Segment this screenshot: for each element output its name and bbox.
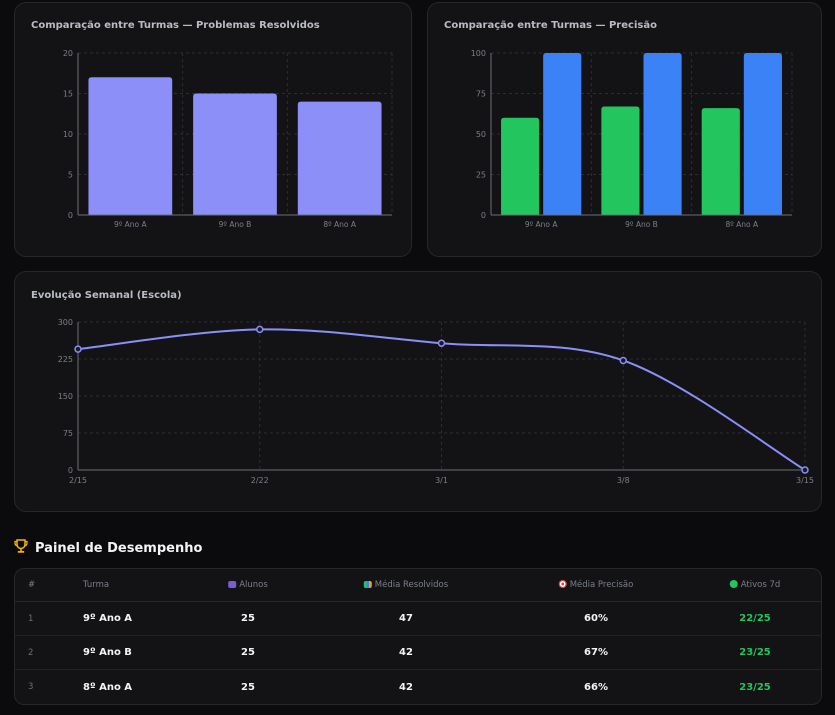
y-tick-label: 75: [476, 90, 486, 99]
evolucao-chart-title: Evolução Semanal (Escola): [31, 290, 182, 301]
evolucao-chart-card: Evolução Semanal (Escola) 0 75 150 225 300 2/…: [14, 271, 822, 512]
x-tick-label: 2/15: [69, 476, 87, 485]
x-tick-label: 9º Ano B: [625, 220, 658, 229]
y-tick-label: 10: [63, 130, 73, 139]
x-tick-label: 8º Ano A: [323, 220, 357, 229]
row-turma: 9º Ano A: [83, 613, 133, 624]
evolucao-line-chart: 0 75 150 225 300 2/15 2/22 3/1 3/8 3/15: [58, 318, 814, 485]
bar: [501, 117, 540, 215]
y-tick-label: 225: [58, 355, 73, 364]
row-precisao: 67%: [584, 647, 608, 658]
precisao-chart-card: Comparação entre Turmas — Precisão 0 25 50…: [427, 2, 822, 257]
y-tick-label: 300: [58, 318, 73, 327]
bar: [193, 93, 277, 215]
y-tick-label: 20: [63, 49, 73, 58]
row-resolvidos: 42: [399, 647, 413, 658]
table-row: 2 9º Ano B 25 42 67% 23/25: [15, 636, 821, 670]
x-tick-label: 9º Ano B: [219, 220, 252, 229]
precisao-bar-chart: 0 25 50 75 100 9º Ano A 9º Ano B 8º Ano A: [471, 49, 793, 229]
row-alunos: 25: [241, 681, 255, 693]
y-tick-label: 100: [471, 49, 486, 58]
y-tick-label: 50: [476, 130, 486, 139]
row-turma: 8º Ano A: [83, 681, 133, 693]
row-alunos: 25: [241, 613, 255, 624]
bar: [543, 53, 582, 215]
bar: [643, 53, 682, 215]
header-resolvidos: Média Resolvidos: [363, 580, 449, 590]
table-row: 3 8º Ano A 25 42 66% 23/25: [15, 670, 821, 704]
performance-table: # Turma Alunos Média Resolvidos Média Pr…: [14, 568, 822, 705]
resolvidos-chart-title: Comparação entre Turmas — Problemas Reso…: [31, 20, 320, 31]
row-alunos: 25: [241, 647, 255, 658]
header-idx: #: [28, 580, 36, 590]
users-icon: [228, 581, 237, 588]
row-resolvidos: 47: [399, 613, 413, 624]
y-tick-label: 75: [63, 429, 73, 438]
row-ativos: 23/25: [739, 647, 771, 658]
data-point: [256, 325, 264, 334]
row-ativos: 22/25: [739, 613, 771, 624]
y-tick-label: 25: [476, 171, 486, 180]
y-tick-label: 5: [68, 171, 73, 180]
data-point: [437, 339, 446, 347]
target-icon: [558, 580, 567, 588]
x-tick-label: 2/22: [251, 476, 269, 485]
x-tick-label: 9º Ano A: [114, 220, 148, 229]
x-tick-label: 9º Ano A: [525, 220, 559, 229]
resolvidos-chart-card: Comparação entre Turmas — Problemas Reso…: [14, 2, 412, 257]
header-alunos: Alunos: [228, 580, 268, 590]
row-precisao: 60%: [584, 613, 608, 624]
bar: [743, 53, 782, 215]
y-tick-label: 0: [68, 466, 73, 475]
row-precisao: 66%: [584, 681, 608, 693]
row-idx: 3: [28, 682, 34, 692]
bar: [701, 108, 740, 215]
y-tick-label: 0: [481, 211, 486, 220]
table-header-row: # Turma Alunos Média Resolvidos Média Pr…: [15, 569, 821, 602]
precisao-chart-title: Comparação entre Turmas — Precisão: [444, 20, 657, 31]
data-point: [801, 466, 809, 474]
bar: [297, 101, 382, 215]
row-ativos: 23/25: [739, 681, 771, 693]
header-alunos-label: Alunos: [239, 580, 268, 590]
data-point: [74, 345, 82, 353]
header-precisao-label: Média Precisão: [569, 580, 634, 590]
y-tick-label: 150: [58, 392, 73, 401]
resolvidos-bar-chart: 0 5 10 15 20 9º Ano A 9º Ano B 8º Ano A: [63, 49, 393, 229]
x-tick-label: 3/8: [617, 476, 630, 485]
x-tick-label: 8º Ano A: [725, 220, 759, 229]
row-idx: 1: [28, 613, 34, 624]
panel-header: Painel de Desempenho: [14, 538, 202, 558]
books-icon: [363, 581, 372, 588]
trophy-icon: [14, 538, 28, 558]
green-circle-icon: [729, 580, 738, 588]
bar: [601, 106, 640, 215]
panel-title: Painel de Desempenho: [35, 540, 203, 556]
header-ativos-label: Ativos 7d: [740, 580, 781, 590]
header-ativos: Ativos 7d: [729, 580, 781, 590]
x-tick-label: 3/1: [435, 476, 448, 485]
bar: [88, 77, 173, 215]
header-precisao: Média Precisão: [558, 580, 634, 590]
header-turma: Turma: [83, 580, 110, 590]
x-tick-label: 3/15: [796, 476, 814, 485]
row-turma: 9º Ano B: [83, 647, 132, 658]
y-tick-label: 0: [68, 211, 73, 220]
header-resolvidos-label: Média Resolvidos: [374, 580, 449, 590]
row-idx: 2: [28, 647, 34, 658]
y-tick-label: 15: [63, 90, 73, 99]
row-resolvidos: 42: [399, 681, 413, 693]
table-row: 1 9º Ano A 25 47 60% 22/25: [15, 602, 821, 636]
data-point: [619, 356, 627, 365]
